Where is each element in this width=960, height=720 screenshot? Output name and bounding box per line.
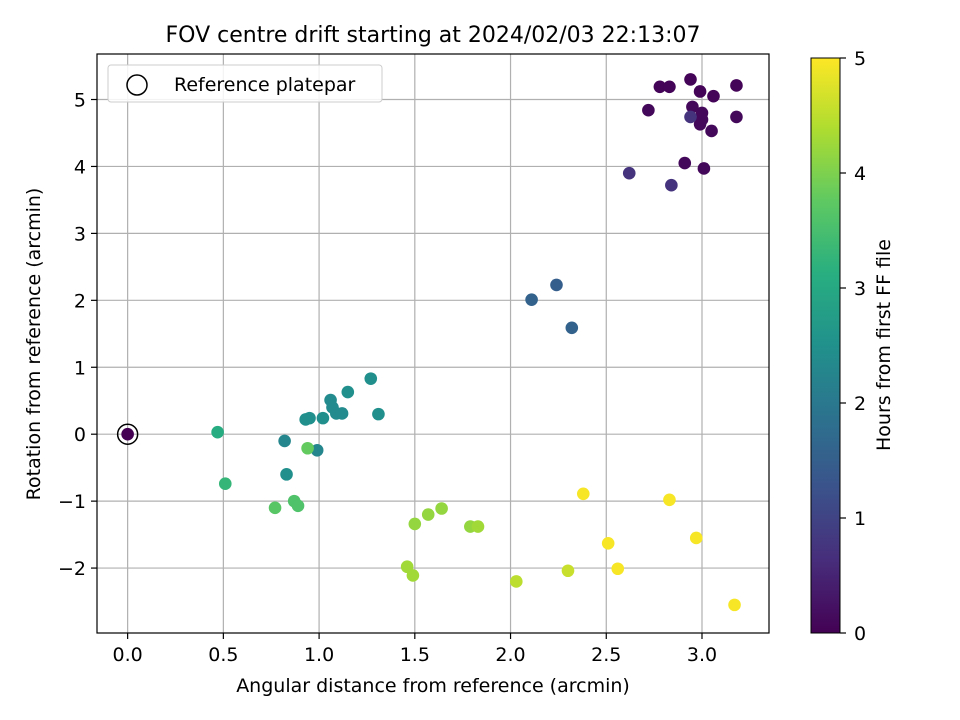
data-point xyxy=(693,117,707,131)
grid-lines xyxy=(97,54,769,633)
data-point xyxy=(408,517,422,531)
data-point xyxy=(218,477,232,491)
scatter-points xyxy=(116,73,743,612)
data-point xyxy=(601,537,615,550)
data-point xyxy=(653,80,667,94)
data-point xyxy=(471,520,485,533)
data-point xyxy=(525,293,538,306)
data-point xyxy=(684,110,697,124)
colorbar-tick-label: 1 xyxy=(854,508,866,530)
x-tick-label: 2.0 xyxy=(495,644,525,666)
plot-frame xyxy=(96,53,770,634)
colorbar-tick-label: 2 xyxy=(854,393,866,415)
data-point xyxy=(622,166,636,180)
data-point xyxy=(665,178,678,192)
colorbar-tick-label: 0 xyxy=(854,623,866,645)
data-point xyxy=(611,562,625,576)
data-point xyxy=(291,499,305,513)
colorbar: 0 1 2 3 4 5 Hours from first FF file xyxy=(810,48,895,645)
data-point xyxy=(565,321,579,335)
data-point xyxy=(728,598,741,612)
data-point xyxy=(435,502,448,515)
data-point xyxy=(663,493,676,507)
data-point xyxy=(310,443,324,457)
y-tick-label: 2 xyxy=(74,290,86,312)
legend-marker xyxy=(126,74,148,96)
legend-box xyxy=(107,64,383,103)
data-point xyxy=(301,441,314,455)
colorbar-gradient xyxy=(810,57,841,634)
y-tick-label: 1 xyxy=(74,357,86,379)
data-point xyxy=(341,385,355,399)
data-point xyxy=(364,372,378,385)
data-point xyxy=(705,124,718,138)
data-point xyxy=(509,575,523,588)
data-point xyxy=(550,278,563,292)
y-tick-label: 3 xyxy=(74,223,86,245)
data-point xyxy=(372,407,385,421)
data-point xyxy=(697,162,711,175)
legend-label: Reference platepar xyxy=(174,74,356,96)
data-point xyxy=(693,85,707,98)
x-tick-label: 1.5 xyxy=(400,644,430,666)
colorbar-label: Hours from first FF file xyxy=(873,239,895,451)
y-axis-ticks: −2 −1 0 1 2 3 4 5 xyxy=(58,90,97,580)
data-point xyxy=(684,73,697,86)
data-point xyxy=(406,569,420,582)
data-point xyxy=(730,110,743,124)
data-point xyxy=(299,413,312,426)
data-point xyxy=(678,156,692,170)
data-point xyxy=(561,564,575,578)
x-tick-label: 0.0 xyxy=(113,644,143,666)
data-point xyxy=(730,79,743,92)
x-tick-label: 2.5 xyxy=(591,644,621,666)
data-point xyxy=(280,468,293,481)
data-point xyxy=(576,487,590,501)
y-tick-label: 0 xyxy=(74,424,86,446)
reference-point-marker xyxy=(116,423,139,445)
y-axis-label: Rotation from reference (arcmin) xyxy=(23,188,45,501)
chart-title: FOV centre drift starting at 2024/02/03 … xyxy=(166,23,701,48)
data-point xyxy=(211,425,224,439)
data-point xyxy=(707,89,720,103)
data-point xyxy=(686,100,699,114)
data-point xyxy=(335,407,349,420)
data-point xyxy=(278,434,291,448)
data-point xyxy=(316,411,330,425)
x-tick-label: 3.0 xyxy=(687,644,717,666)
colorbar-tick-label: 3 xyxy=(854,278,866,300)
data-point xyxy=(268,501,282,515)
data-point xyxy=(421,508,435,521)
colorbar-tick-label: 5 xyxy=(854,48,866,70)
x-axis-label: Angular distance from reference (arcmin) xyxy=(236,675,630,697)
colorbar-ticks: 0 1 2 3 4 5 xyxy=(840,48,866,645)
y-tick-label: 4 xyxy=(74,156,86,178)
data-point xyxy=(663,80,676,94)
x-axis-ticks: 0.0 0.5 1.0 1.5 2.0 2.5 3.0 xyxy=(113,633,717,666)
x-tick-label: 1.0 xyxy=(304,644,334,666)
legend: Reference platepar xyxy=(107,64,383,103)
colorbar-tick-label: 4 xyxy=(854,163,866,185)
data-point xyxy=(689,531,703,545)
reference-point-fill xyxy=(121,427,134,441)
y-tick-label: 5 xyxy=(74,90,86,112)
x-tick-label: 0.5 xyxy=(208,644,238,666)
y-tick-label: −1 xyxy=(58,491,86,513)
y-tick-label: −2 xyxy=(58,558,86,580)
data-point xyxy=(642,103,655,117)
